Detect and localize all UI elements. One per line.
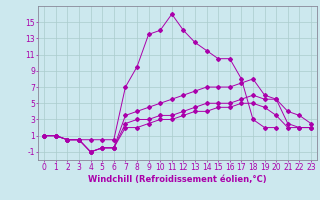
X-axis label: Windchill (Refroidissement éolien,°C): Windchill (Refroidissement éolien,°C) [88, 175, 267, 184]
